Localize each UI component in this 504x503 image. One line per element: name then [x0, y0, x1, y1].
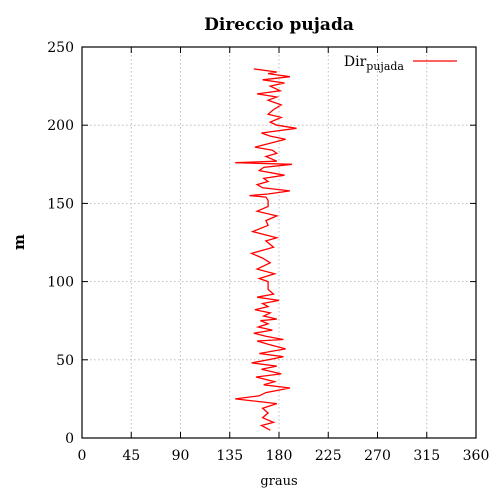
- x-tick-label: 315: [413, 448, 440, 464]
- series-layer: [235, 68, 297, 431]
- x-tick-label: 0: [78, 448, 87, 464]
- y-axis-label: m: [10, 234, 28, 250]
- y-tick-label: 150: [47, 196, 74, 212]
- x-tick-label: 360: [463, 448, 490, 464]
- legend-label: Dirpujada: [344, 54, 405, 73]
- y-tick-label: 200: [47, 118, 74, 134]
- x-axis-label: graus: [260, 474, 297, 489]
- axis-ticks: 0 45 90 135 180 225 270 315 360 0 50 100 150 200 250: [47, 40, 489, 464]
- series-line: [235, 68, 297, 431]
- y-tick-label: 50: [56, 353, 74, 369]
- legend: Dirpujada: [344, 54, 457, 73]
- y-tick-label: 100: [47, 275, 74, 291]
- legend-label-main: Dir: [344, 54, 367, 70]
- x-tick-label: 135: [216, 448, 243, 464]
- x-tick-label: 180: [266, 448, 293, 464]
- chart-title: Direccio pujada: [204, 15, 354, 35]
- plot-frame: [81, 46, 477, 439]
- x-tick-label: 45: [122, 448, 140, 464]
- legend-label-sub: pujada: [366, 60, 404, 73]
- y-tick-label: 250: [47, 40, 74, 56]
- x-tick-label: 270: [364, 448, 391, 464]
- x-tick-label: 225: [315, 448, 342, 464]
- y-tick-label: 0: [65, 431, 74, 447]
- x-tick-label: 90: [172, 448, 190, 464]
